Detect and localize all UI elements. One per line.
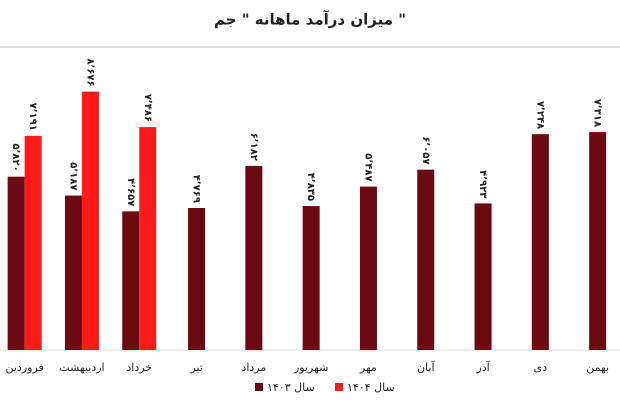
- value-label: ۵٬۱۸۷: [67, 162, 78, 190]
- bar: [531, 134, 549, 350]
- x-tick-label: اردیبهشت: [59, 361, 104, 374]
- bar: [81, 91, 99, 350]
- value-label: ۴٬۸۳۵: [305, 173, 316, 201]
- x-tick-label: فروردین: [6, 361, 44, 374]
- bar: [474, 203, 492, 350]
- x-tick-label: آذر: [475, 360, 490, 374]
- value-label: ۴٬۷۶۹: [191, 175, 202, 203]
- bar: [417, 169, 435, 350]
- bar: [24, 135, 42, 350]
- value-label: ۴٬۶۵۷: [125, 178, 136, 206]
- value-label: ۷٬۲۴۸: [534, 101, 545, 129]
- x-tick-label: مهر: [359, 361, 377, 374]
- x-tick-label: خرداد: [126, 361, 152, 374]
- bar: [122, 211, 140, 350]
- x-tick-label: تیر: [189, 361, 202, 374]
- bar: [302, 206, 320, 350]
- value-label: ۷٬۱۹۱: [27, 103, 38, 131]
- value-label: ۸٬۶۷۶: [84, 58, 95, 86]
- x-tick-label: آبان: [417, 360, 435, 374]
- x-tick-label: دی: [534, 361, 548, 374]
- bar: [188, 207, 206, 350]
- value-label: ۷٬۳۱۸: [592, 99, 603, 127]
- legend-swatch: [255, 383, 263, 391]
- legend-label: سال ۱۴۰۴: [347, 381, 395, 394]
- bar: [589, 132, 607, 350]
- value-label: ۵٬۴۸۷: [362, 153, 373, 181]
- value-label: ۵٬۸۲۰: [10, 143, 21, 171]
- bar: [139, 127, 157, 350]
- bar: [64, 195, 82, 350]
- x-tick-label: بهمن: [586, 361, 609, 374]
- value-label: ۷٬۴۸۶: [142, 94, 153, 122]
- bar: [245, 165, 263, 350]
- legend-swatch: [335, 383, 343, 391]
- value-label: ۶٬۰۵۷: [420, 136, 431, 164]
- legend-label: سال ۱۴۰۳: [267, 381, 315, 394]
- x-tick-label: شهریور: [293, 361, 328, 374]
- bar: [359, 186, 377, 350]
- value-label: ۴٬۹۲۳: [477, 170, 488, 198]
- value-label: ۶٬۱۸۲: [248, 133, 259, 161]
- bar: [7, 176, 25, 350]
- x-tick-label: مرداد: [241, 361, 266, 374]
- chart-title: میزان درآمد ماهانه " جم ": [214, 11, 406, 29]
